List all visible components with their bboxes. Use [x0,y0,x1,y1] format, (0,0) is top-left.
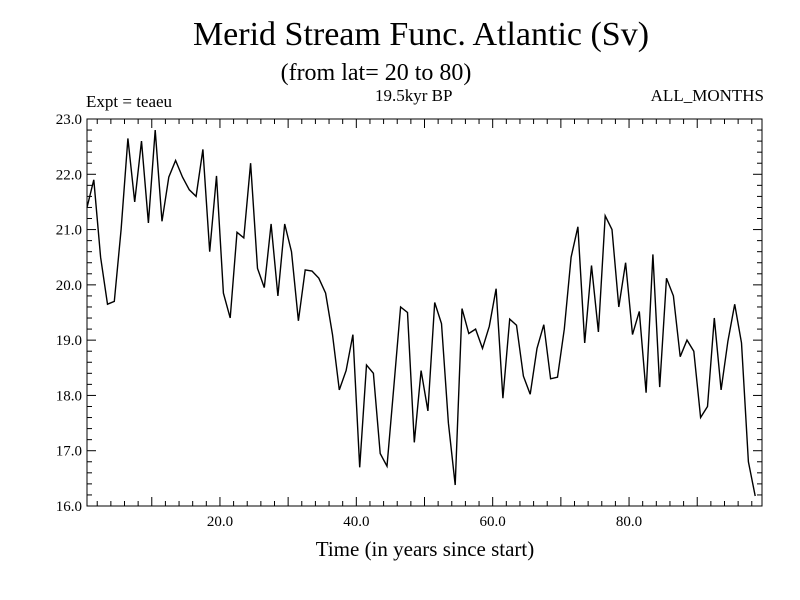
y-tick-label: 16.0 [56,499,82,515]
y-tick-label: 22.0 [56,167,82,183]
axis-ticks [87,119,762,506]
y-tick-label: 21.0 [56,223,82,239]
period-label: 19.5kyr BP [375,86,453,105]
series-line [86,130,756,497]
y-tick-label: 19.0 [56,333,82,349]
chart-title: Merid Stream Func. Atlantic (Sv) [192,16,650,53]
axis-tick-labels: 20.0 40.0 60.0 80.0 16.0 17.0 18.0 19.0 20.0 21.0… [56,112,642,530]
y-tick-label: 20.0 [56,278,82,294]
x-tick-label: 40.0 [343,514,369,530]
x-tick-label: 80.0 [616,514,642,530]
x-tick-label: 60.0 [480,514,506,530]
plot-frame [86,118,763,507]
x-tick-label: 20.0 [207,514,233,530]
months-label: ALL_MONTHS [650,86,764,105]
x-axis-label: Time (in years since start) [315,537,535,561]
experiment-label: Expt = teaeu [86,92,173,111]
chart-subtitle: (from lat= 20 to 80) [280,60,472,86]
y-tick-label: 23.0 [56,112,82,128]
y-tick-label: 18.0 [56,388,82,404]
y-tick-label: 17.0 [56,444,82,460]
